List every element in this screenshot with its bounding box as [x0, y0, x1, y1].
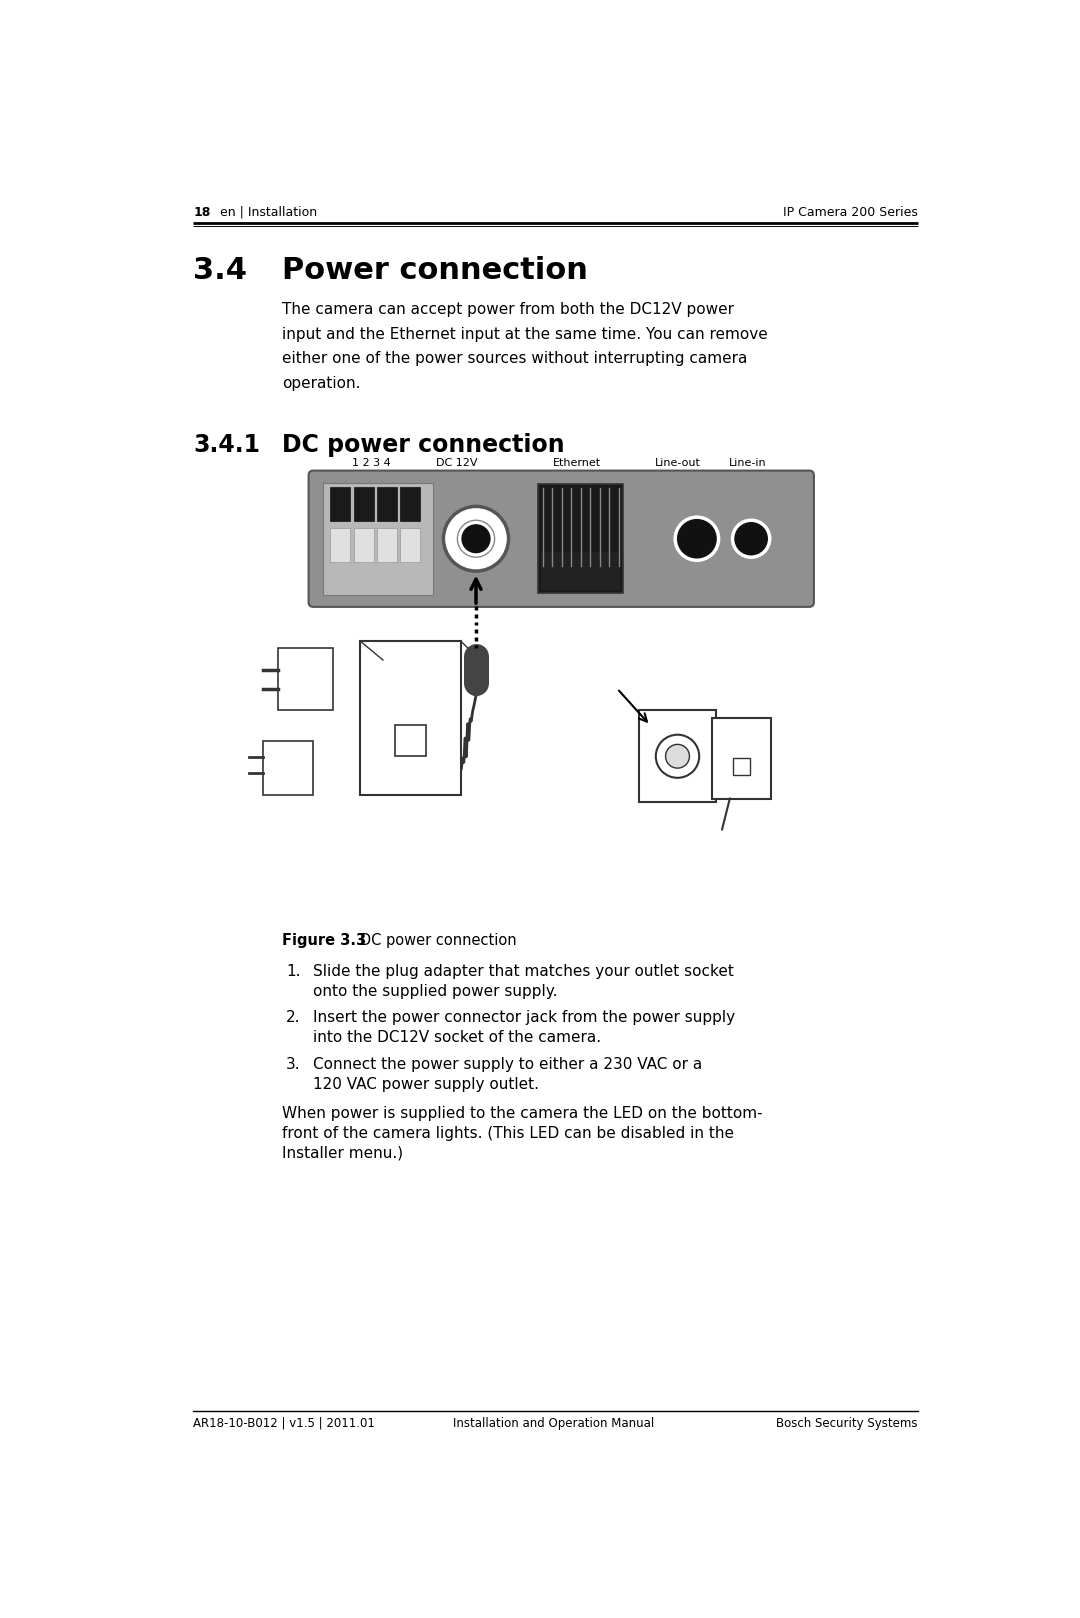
- Bar: [330, 527, 350, 561]
- Circle shape: [470, 683, 482, 696]
- Text: Connect the power supply to either a 230 VAC or a: Connect the power supply to either a 230…: [313, 1057, 702, 1071]
- Text: front of the camera lights. (This LED can be disabled in the: front of the camera lights. (This LED ca…: [282, 1126, 734, 1141]
- FancyBboxPatch shape: [309, 471, 814, 607]
- Bar: [360, 641, 460, 794]
- Text: Insert the power connector jack from the power supply: Insert the power connector jack from the…: [313, 1010, 735, 1026]
- Circle shape: [462, 524, 490, 553]
- Text: en | Installation: en | Installation: [213, 205, 318, 218]
- Text: DC power connection: DC power connection: [346, 934, 516, 948]
- Text: into the DC12V socket of the camera.: into the DC12V socket of the camera.: [313, 1031, 602, 1045]
- Text: 2.: 2.: [286, 1010, 300, 1026]
- Text: 1.: 1.: [286, 964, 300, 979]
- Text: DC power connection: DC power connection: [282, 434, 565, 456]
- Bar: [323, 482, 433, 594]
- Bar: [400, 487, 420, 521]
- Text: Bosch Security Systems: Bosch Security Systems: [777, 1417, 918, 1430]
- Circle shape: [656, 735, 699, 778]
- Text: Ethernet: Ethernet: [553, 458, 600, 468]
- Text: DC 12V: DC 12V: [436, 458, 477, 468]
- Text: 18: 18: [193, 205, 211, 218]
- Bar: [541, 552, 620, 591]
- Text: 3.4.1: 3.4.1: [193, 434, 260, 456]
- Bar: [638, 710, 716, 803]
- Text: The camera can accept power from both the DC12V power: The camera can accept power from both th…: [282, 303, 734, 317]
- Bar: [538, 484, 623, 594]
- Bar: [394, 725, 426, 756]
- Bar: [733, 757, 750, 775]
- Text: 1 2 3 4: 1 2 3 4: [352, 458, 391, 468]
- Circle shape: [444, 506, 509, 571]
- Circle shape: [665, 744, 689, 769]
- Text: onto the supplied power supply.: onto the supplied power supply.: [313, 984, 557, 1000]
- Text: IP Camera 200 Series: IP Camera 200 Series: [783, 205, 918, 218]
- Text: Installation and Operation Manual: Installation and Operation Manual: [453, 1417, 654, 1430]
- Bar: [353, 527, 374, 561]
- Text: 120 VAC power supply outlet.: 120 VAC power supply outlet.: [313, 1076, 539, 1092]
- Bar: [353, 487, 374, 521]
- Text: Figure 3.3: Figure 3.3: [282, 934, 366, 948]
- Text: either one of the power sources without interrupting camera: either one of the power sources without …: [282, 351, 747, 366]
- Bar: [377, 487, 397, 521]
- Text: 3.: 3.: [286, 1057, 300, 1071]
- Text: operation.: operation.: [282, 375, 361, 392]
- Text: Power connection: Power connection: [282, 256, 589, 285]
- Circle shape: [732, 521, 770, 557]
- Text: Line-out: Line-out: [654, 458, 701, 468]
- Text: 3.4: 3.4: [193, 256, 247, 285]
- Text: When power is supplied to the camera the LED on the bottom-: When power is supplied to the camera the…: [282, 1105, 762, 1121]
- Text: input and the Ethernet input at the same time. You can remove: input and the Ethernet input at the same…: [282, 327, 768, 341]
- Bar: [713, 718, 770, 799]
- Text: Line-in: Line-in: [728, 458, 766, 468]
- Bar: [262, 741, 313, 794]
- Text: Installer menu.): Installer menu.): [282, 1146, 403, 1160]
- Circle shape: [675, 518, 718, 560]
- Text: AR18-10-B012 | v1.5 | 2011.01: AR18-10-B012 | v1.5 | 2011.01: [193, 1417, 375, 1430]
- Bar: [377, 527, 397, 561]
- Bar: [400, 527, 420, 561]
- Bar: [330, 487, 350, 521]
- Bar: [279, 649, 333, 710]
- Text: Slide the plug adapter that matches your outlet socket: Slide the plug adapter that matches your…: [313, 964, 734, 979]
